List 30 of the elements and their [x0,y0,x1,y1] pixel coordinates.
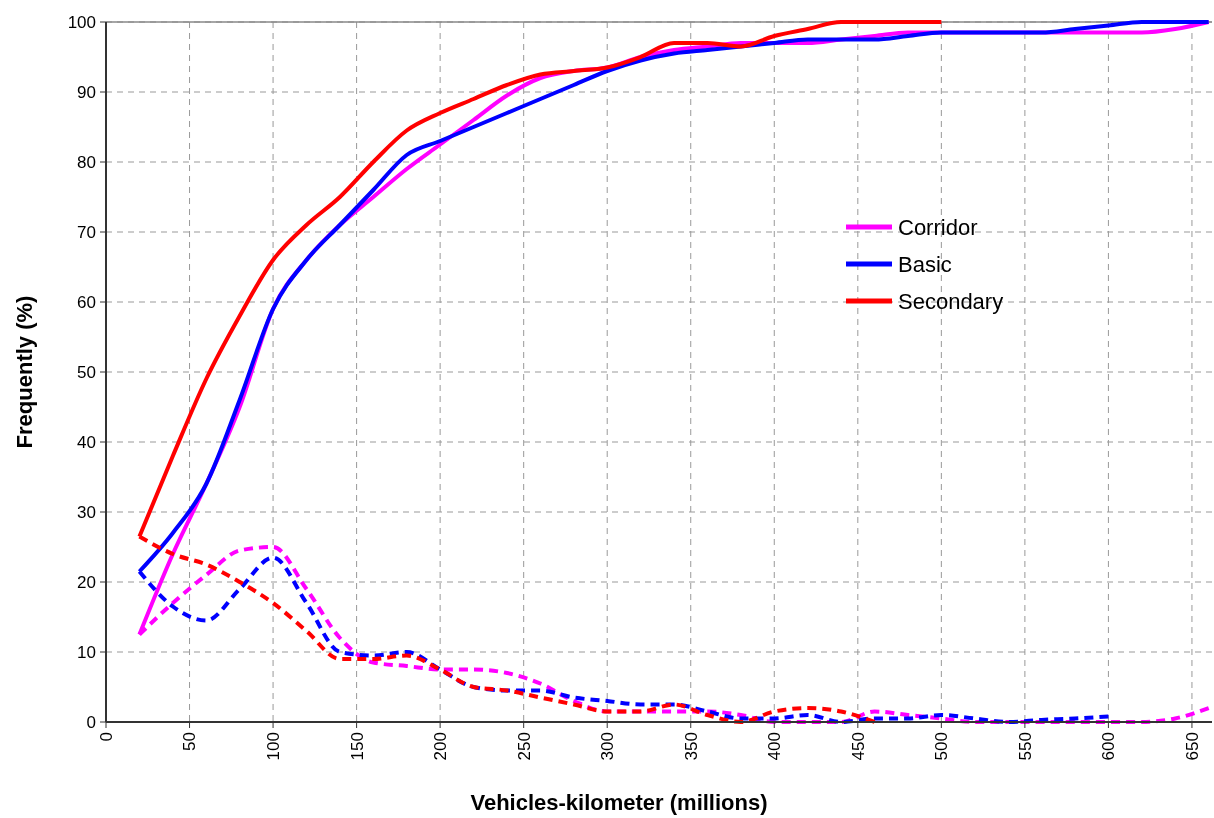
x-tick-label: 0 [96,732,116,742]
x-tick-label: 650 [1182,732,1202,761]
y-tick-label: 20 [77,572,96,592]
y-tick-label: 10 [77,642,96,662]
legend-label: Corridor [898,214,978,240]
x-tick-label: 150 [347,732,367,761]
x-tick-label: 250 [514,732,534,761]
legend-label: Secondary [898,288,1004,314]
y-tick-label: 60 [77,292,96,312]
y-tick-label: 100 [67,12,96,32]
x-tick-label: 450 [848,732,868,761]
y-tick-label: 90 [77,82,96,102]
x-tick-label: 400 [765,732,785,761]
x-tick-label: 600 [1099,732,1119,761]
x-tick-label: 100 [264,732,284,761]
x-tick-label: 550 [1015,732,1035,761]
x-tick-label: 500 [932,732,952,761]
x-tick-label: 300 [598,732,618,761]
y-axis-title: Frequently (%) [12,295,37,449]
x-tick-label: 50 [180,732,200,751]
y-tick-label: 0 [86,712,96,732]
y-tick-label: 70 [77,222,96,242]
x-tick-label: 350 [681,732,701,761]
y-tick-label: 40 [77,432,96,452]
legend-label: Basic [898,251,952,277]
x-axis-title: Vehicles-kilometer (millions) [470,790,768,815]
y-tick-label: 50 [77,362,96,382]
y-tick-label: 80 [77,152,96,172]
x-tick-label: 200 [431,732,451,761]
y-tick-label: 30 [77,502,96,522]
